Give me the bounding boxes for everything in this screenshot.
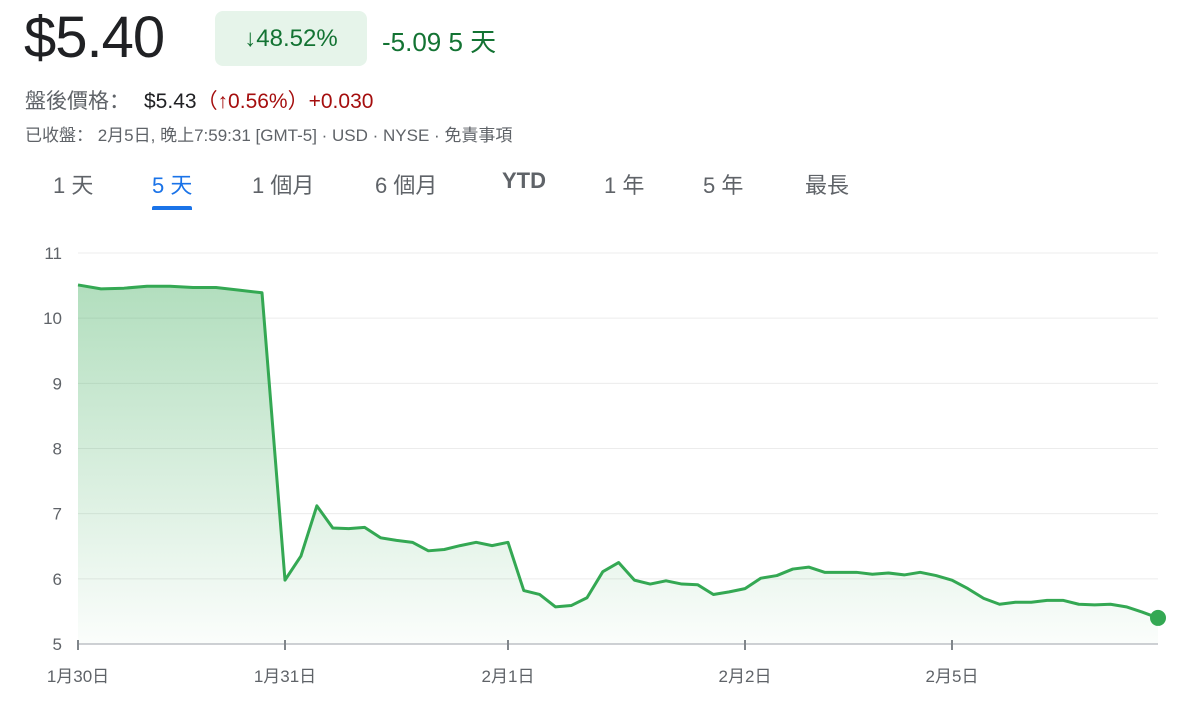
y-tick-label: 11 <box>44 244 62 263</box>
y-tick-label: 5 <box>53 635 62 654</box>
last-price-dot <box>1150 609 1166 626</box>
x-tick-label: 2月2日 <box>719 667 772 686</box>
tab-5d[interactable]: 5 天 <box>152 168 193 210</box>
market-closed-info: 已收盤： 2月5日, 晚上7:59:31 [GMT-5] · USD · NYS… <box>25 126 513 145</box>
tab-ytd[interactable]: YTD <box>502 168 546 193</box>
tab-max[interactable]: 最長 <box>805 173 850 198</box>
tab-5y[interactable]: 5 年 <box>703 173 744 198</box>
tab-1y[interactable]: 1 年 <box>604 173 645 198</box>
x-tick-label: 1月31日 <box>254 667 316 686</box>
x-tick-label: 1月30日 <box>47 667 109 686</box>
x-tick-label: 2月5日 <box>926 667 979 686</box>
after-hours-price: $5.43 <box>144 90 197 113</box>
tab-1m[interactable]: 1 個月 <box>252 173 315 198</box>
y-tick-label: 9 <box>53 374 62 393</box>
y-tick-label: 7 <box>53 505 62 524</box>
y-tick-label: 10 <box>43 309 62 328</box>
after-hours-label: 盤後價格： <box>25 90 130 113</box>
after-hours-change: +0.030 <box>308 90 374 113</box>
after-hours-percent: （↑0.56%） <box>196 90 309 113</box>
price-line <box>77 283 1159 620</box>
change-amount: -5.09 5 天 <box>382 27 497 57</box>
tab-1d[interactable]: 1 天 <box>53 173 94 198</box>
tab-6m[interactable]: 6 個月 <box>375 173 438 198</box>
price-area <box>78 284 1158 644</box>
after-hours-row: 盤後價格： $5.43（↑0.56%）+0.030 <box>25 85 373 115</box>
y-tick-label: 8 <box>53 440 62 459</box>
y-tick-label: 6 <box>53 570 62 589</box>
current-price: $5.40 <box>24 5 165 70</box>
x-tick-label: 2月1日 <box>482 667 535 686</box>
change-percent-badge: ↓48.52% <box>215 11 367 66</box>
